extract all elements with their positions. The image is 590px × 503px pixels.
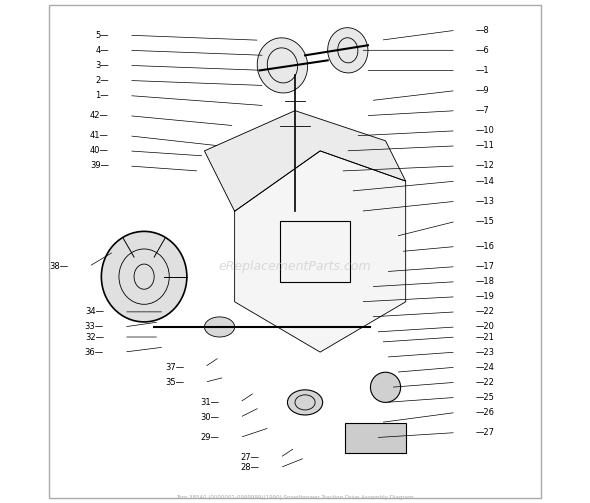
- Polygon shape: [205, 111, 406, 211]
- Ellipse shape: [287, 390, 323, 415]
- Text: eReplacementParts.com: eReplacementParts.com: [219, 260, 371, 273]
- Text: —14: —14: [476, 177, 495, 186]
- Text: —13: —13: [476, 197, 495, 206]
- Text: —6: —6: [476, 46, 490, 55]
- Text: —1: —1: [476, 66, 490, 75]
- Text: —16: —16: [476, 242, 495, 251]
- Text: —24: —24: [476, 363, 495, 372]
- Ellipse shape: [257, 38, 307, 93]
- Text: —8: —8: [476, 26, 490, 35]
- Text: 28—: 28—: [241, 463, 260, 472]
- Text: —10: —10: [476, 126, 495, 135]
- Text: 32—: 32—: [85, 332, 104, 342]
- Text: —17: —17: [476, 262, 495, 271]
- Text: 39—: 39—: [90, 161, 109, 171]
- Bar: [345, 423, 406, 453]
- Text: 5—: 5—: [95, 31, 109, 40]
- Text: 36—: 36—: [85, 348, 104, 357]
- Text: —25: —25: [476, 393, 495, 402]
- Text: —15: —15: [476, 217, 495, 226]
- Text: 37—: 37—: [165, 363, 184, 372]
- Ellipse shape: [101, 231, 187, 322]
- Text: 38—: 38—: [50, 262, 68, 271]
- Text: Toro 38540 (0000001-0999999)(1990) Snowthrower Traction Drive Assembly Diagram: Toro 38540 (0000001-0999999)(1990) Snowt…: [176, 495, 414, 500]
- Text: 31—: 31—: [201, 398, 219, 407]
- Text: 27—: 27—: [241, 453, 260, 462]
- Text: 3—: 3—: [95, 61, 109, 70]
- Text: —12: —12: [476, 161, 495, 171]
- Text: 41—: 41—: [90, 131, 109, 140]
- Text: —20: —20: [476, 322, 495, 331]
- Text: 35—: 35—: [165, 378, 184, 387]
- Text: —11: —11: [476, 141, 495, 150]
- Ellipse shape: [371, 372, 401, 402]
- Text: 30—: 30—: [201, 413, 219, 422]
- Ellipse shape: [205, 317, 235, 337]
- Text: 42—: 42—: [90, 111, 109, 120]
- Text: —21: —21: [476, 332, 495, 342]
- Text: —26: —26: [476, 408, 495, 417]
- Text: 34—: 34—: [85, 307, 104, 316]
- Text: —7: —7: [476, 106, 490, 115]
- Text: —19: —19: [476, 292, 495, 301]
- Text: —22: —22: [476, 307, 495, 316]
- Polygon shape: [235, 151, 406, 352]
- Text: 33—: 33—: [85, 322, 104, 331]
- Text: —18: —18: [476, 277, 495, 286]
- Text: 40—: 40—: [90, 146, 109, 155]
- Text: 2—: 2—: [95, 76, 109, 85]
- Text: —27: —27: [476, 428, 495, 437]
- Text: —9: —9: [476, 86, 490, 95]
- Ellipse shape: [327, 28, 368, 73]
- Text: 1—: 1—: [95, 91, 109, 100]
- Text: 29—: 29—: [201, 433, 219, 442]
- Text: 4—: 4—: [95, 46, 109, 55]
- Text: —23: —23: [476, 348, 495, 357]
- Text: —22: —22: [476, 378, 495, 387]
